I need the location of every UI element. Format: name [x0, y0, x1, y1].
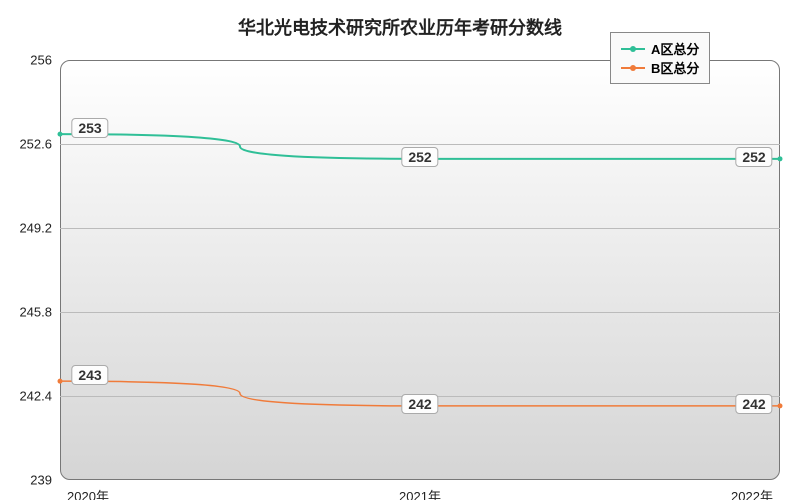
data-point-label: 252 — [401, 147, 438, 167]
series-lines — [0, 0, 800, 500]
data-point-label: 242 — [401, 394, 438, 414]
data-point-label: 242 — [735, 394, 772, 414]
line-chart: 华北光电技术研究所农业历年考研分数线 A区总分B区总分 239242.4245.… — [0, 0, 800, 500]
data-point-marker — [58, 379, 63, 384]
data-point-label: 252 — [735, 147, 772, 167]
data-point-label: 253 — [71, 118, 108, 138]
data-point-marker — [778, 156, 783, 161]
data-point-marker — [58, 132, 63, 137]
data-point-marker — [778, 403, 783, 408]
data-point-label: 243 — [71, 365, 108, 385]
